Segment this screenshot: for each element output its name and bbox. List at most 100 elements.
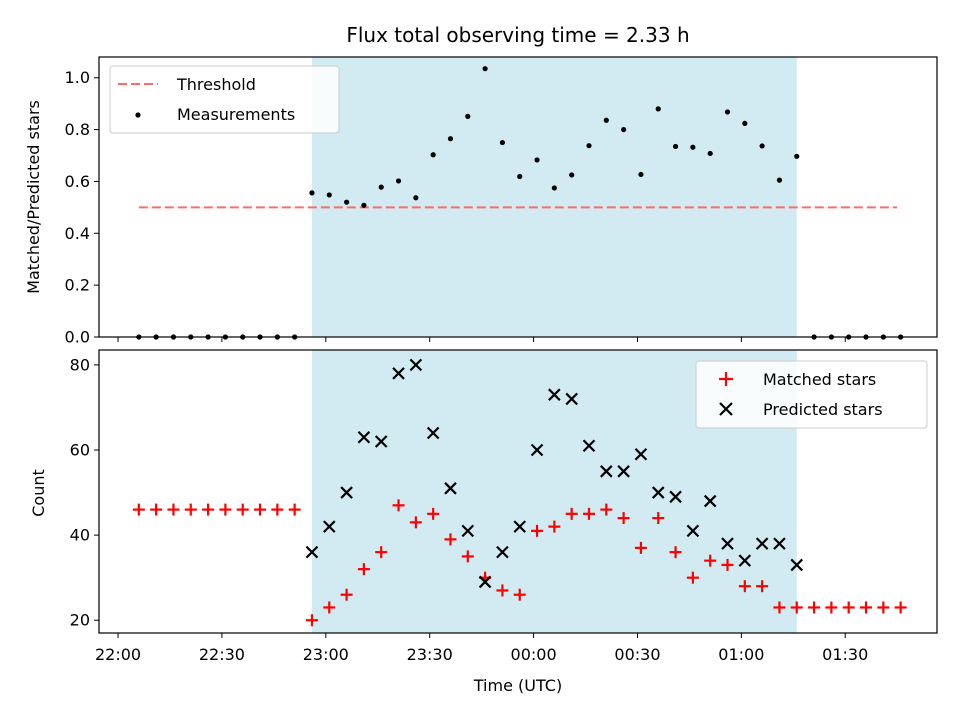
- x-tick-label: 00:00: [511, 645, 557, 664]
- matched-stars-point: [375, 546, 388, 559]
- predicted-stars-point: [634, 447, 648, 461]
- predicted-stars-point-d2: [738, 554, 752, 567]
- predicted-stars-point-d2: [703, 494, 717, 508]
- measurements-point: [326, 192, 332, 198]
- measurements-point: [551, 185, 557, 191]
- matched-stars-point: [496, 584, 509, 597]
- observing-interval-shade: [311, 57, 797, 337]
- measurements-point: [465, 113, 471, 119]
- matched-stars-point: [652, 512, 665, 525]
- predicted-stars-point-d2: [686, 524, 700, 538]
- bottom-panel-y-axis-label: Count: [29, 469, 48, 517]
- matched-stars-point: [271, 503, 284, 516]
- matched-stars-point: [150, 503, 163, 516]
- bottom-panel-x-axis: 22:00 22:30 23:00 23:30 00:00 00:30 01:00 01:30: [95, 633, 868, 664]
- matched-stars-point: [565, 507, 578, 520]
- top-panel-legend: Threshold Measurements: [109, 65, 340, 134]
- matched-stars-point: [288, 503, 301, 516]
- matched-stars-point: [323, 601, 336, 614]
- predicted-stars-point: [565, 392, 578, 406]
- measurements-point: [794, 153, 800, 159]
- predicted-stars-point-d2: [409, 358, 423, 372]
- matched-stars-point: [340, 588, 353, 601]
- predicted-stars-point: [530, 443, 544, 457]
- measurements-point: [395, 178, 402, 184]
- matched-stars-point: [202, 503, 215, 516]
- bottom-panel-frame: [98, 349, 938, 634]
- predicted-stars-point-d2: [669, 490, 682, 504]
- top-panel-x-ticks: [117, 337, 846, 342]
- predicted-stars-point: [478, 575, 492, 589]
- measurements-point: [603, 117, 609, 123]
- matched-stars-point: [219, 503, 232, 516]
- matched-stars-point: [600, 503, 613, 516]
- x-tick-label: 00:30: [614, 645, 660, 664]
- matched-stars-point: [392, 499, 405, 512]
- matched-stars-point: [842, 601, 855, 614]
- matched-stars-point: [254, 503, 267, 516]
- predicted-stars-point-d2: [357, 430, 371, 444]
- bottom-panel-y-axis: 20 40 60 80: [70, 355, 99, 630]
- y-tick-label: 0.4: [65, 224, 90, 243]
- predicted-stars-point-d2: [634, 447, 648, 461]
- predicted-stars-point-d2: [773, 537, 786, 550]
- matched-stars-point: [738, 580, 751, 593]
- matched-stars-point: [825, 601, 838, 614]
- x-axis-label: Time (UTC): [473, 676, 562, 695]
- predicted-stars-point-d2: [582, 439, 596, 453]
- predicted-stars-point: [461, 524, 475, 538]
- matched-stars-point: [894, 601, 907, 614]
- y-tick-label: 1.0: [65, 68, 90, 87]
- matched-stars-point: [808, 601, 821, 614]
- measurements-point: [724, 109, 731, 115]
- predicted-stars-legend-label: Predicted stars: [763, 400, 883, 419]
- measurements-series: [136, 66, 904, 340]
- matched-stars-point: [461, 550, 474, 563]
- x-tick-label: 01:30: [822, 645, 868, 664]
- matched-stars-point: [756, 580, 769, 593]
- top-panel-y-axis: 0.0 0.2 0.4 0.6 0.8 1.0: [65, 68, 99, 347]
- matched-stars-legend-swatch: [719, 372, 733, 386]
- matched-stars-point: [617, 512, 630, 525]
- measurements-point: [586, 143, 592, 149]
- bottom-panel-series: [132, 358, 907, 627]
- predicted-stars-point: [322, 520, 336, 533]
- measurements-point: [759, 143, 765, 149]
- x-tick-label: 22:30: [199, 645, 245, 664]
- y-tick-label: 0.8: [65, 120, 90, 139]
- legend-box: [109, 65, 340, 134]
- measurements-point: [343, 199, 350, 205]
- matched-stars-point: [132, 503, 145, 516]
- measurements-legend-label: Measurements: [177, 105, 295, 124]
- predicted-stars-point-d2: [374, 435, 388, 448]
- matched-stars-point: [634, 541, 647, 554]
- predicted-stars-point-d2: [513, 520, 527, 533]
- matched-stars-point: [582, 507, 595, 520]
- x-tick-label: 23:00: [303, 645, 349, 664]
- predicted-stars-point-d2: [530, 443, 544, 457]
- measurements-point: [499, 139, 506, 146]
- predicted-stars-point-d2: [444, 482, 457, 495]
- predicted-stars-point-d2: [305, 545, 319, 559]
- predicted-stars-point: [600, 465, 613, 478]
- predicted-stars-point: [305, 545, 319, 559]
- predicted-stars-point-d2: [426, 426, 440, 440]
- measurements-point: [430, 152, 436, 158]
- predicted-stars-point: [409, 358, 423, 372]
- predicted-stars-point: [392, 367, 405, 380]
- matched-stars-point: [548, 520, 561, 533]
- measurements-legend-swatch: [135, 112, 141, 118]
- measurements-point: [534, 157, 540, 163]
- predicted-stars-point-d2: [790, 558, 804, 572]
- predicted-stars-point: [374, 435, 388, 448]
- matched-stars-point: [704, 554, 717, 567]
- matched-stars-point: [444, 533, 457, 546]
- predicted-stars-point: [548, 388, 561, 401]
- predicted-stars-point: [617, 465, 630, 478]
- matched-stars-point: [721, 558, 734, 571]
- y-tick-label: 80: [70, 355, 90, 374]
- measurements-point: [672, 143, 679, 150]
- predicted-stars-point-d2: [651, 486, 665, 499]
- measurements-point: [517, 173, 523, 180]
